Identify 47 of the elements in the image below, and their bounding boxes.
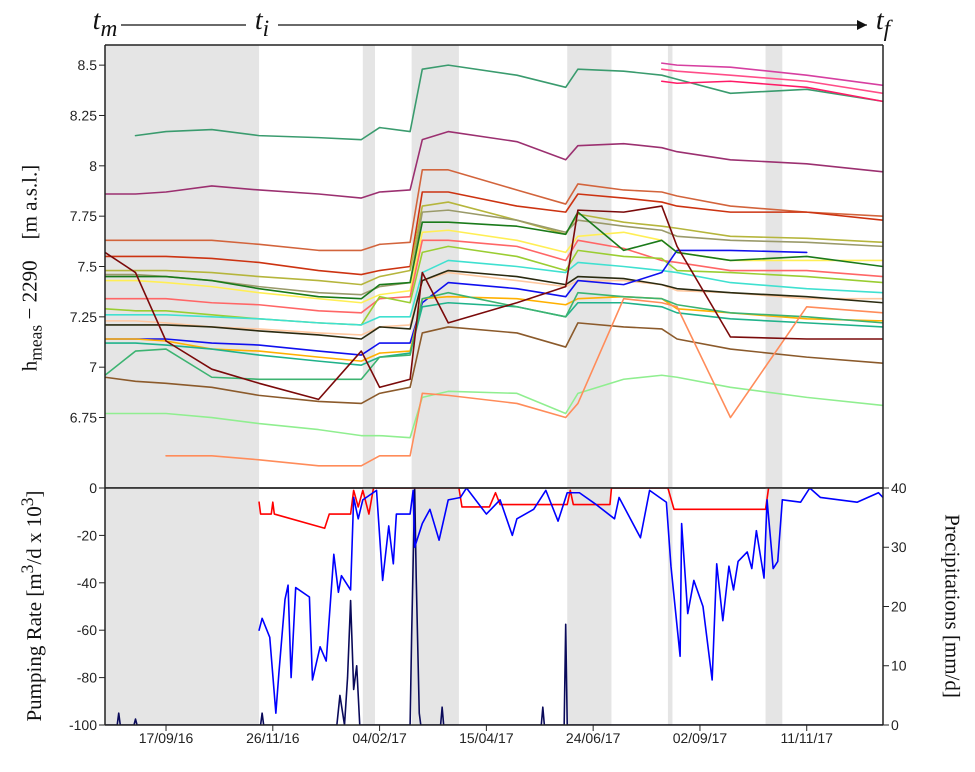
y-tick-label: 7.75	[70, 208, 98, 224]
y-tick-label: -40	[76, 574, 98, 591]
x-tick-label: 24/06/17	[566, 730, 621, 746]
y-tick-label: 7.5	[78, 258, 98, 274]
y2-tick-label: 40	[891, 480, 907, 496]
line-series	[105, 205, 883, 400]
text: t$_{i}$	[254, 5, 270, 43]
line-series	[661, 80, 883, 102]
y-tick-label: -100	[68, 716, 98, 733]
y-tick-label: -20	[76, 527, 98, 544]
line-series	[105, 191, 883, 276]
y-tick-label: -60	[76, 622, 98, 638]
y-tick-label: 0	[89, 480, 98, 496]
line-series	[105, 130, 883, 199]
y-tick-label: 8	[89, 158, 98, 174]
x-tick-label: 04/02/17	[352, 730, 408, 746]
y2-tick-label: 20	[891, 598, 907, 614]
line-series	[258, 488, 883, 714]
y2-tick-label: 10	[891, 658, 907, 674]
line-series	[105, 292, 883, 380]
line-series	[105, 322, 883, 404]
y-tick-label: -80	[76, 670, 98, 686]
y-tick-label: 8.25	[70, 107, 98, 124]
line-series	[165, 298, 883, 467]
y2-tick-label: 30	[891, 539, 907, 556]
text: t$_{m}$	[92, 5, 118, 43]
x-tick-label: 11/11/17	[780, 730, 834, 746]
line-series	[134, 64, 883, 140]
line-series	[105, 169, 883, 252]
y-tick-label: 7	[89, 359, 98, 376]
line-series	[661, 62, 883, 86]
x-tick-label: 26/11/16	[246, 730, 300, 746]
line-series	[105, 260, 883, 326]
line-series	[105, 229, 883, 304]
y2-tick-label: 0	[891, 716, 899, 733]
x-tick-label: 17/09/16	[138, 730, 194, 746]
line-series	[105, 240, 883, 314]
x-tick-label: 02/09/17	[672, 730, 728, 746]
y-tick-label: 7.25	[70, 308, 98, 325]
y2-axis-title: Precipitations [mm/d]	[940, 514, 964, 698]
y-tick-label: 8.5	[78, 57, 98, 74]
line-series	[105, 201, 883, 286]
line-series	[105, 374, 883, 438]
y-tick-label: 6.75	[70, 409, 98, 426]
x-tick-label: 15/04/17	[459, 730, 514, 746]
text: t$_{f}$	[876, 5, 890, 43]
line-series	[661, 68, 883, 94]
